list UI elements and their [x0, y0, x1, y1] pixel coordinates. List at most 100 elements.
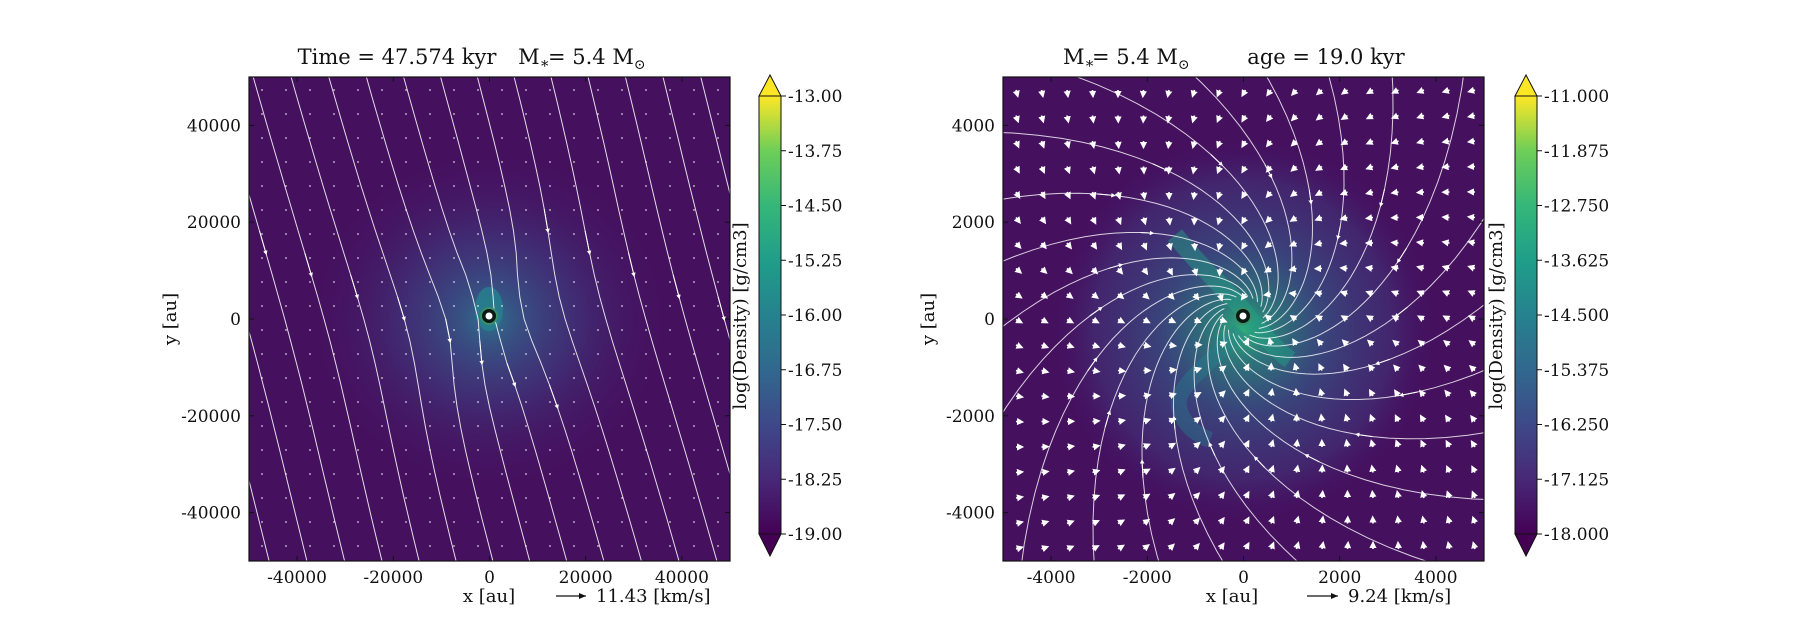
velocity-vector: [1144, 345, 1148, 346]
velocity-vector: [501, 89, 503, 91]
velocity-vector: [1369, 192, 1373, 193]
velocity-vector: [597, 137, 599, 139]
velocity-vector: [357, 473, 359, 475]
velocity-vector: [693, 137, 695, 139]
y-tick-label: 0: [984, 310, 995, 330]
velocity-vector: [693, 377, 695, 379]
velocity-vector: [597, 449, 599, 451]
velocity-vector: [309, 401, 311, 403]
velocity-vector: [1318, 243, 1322, 244]
velocity-vector: [261, 425, 263, 427]
velocity-vector: [285, 305, 287, 307]
velocity-vector: [453, 329, 455, 331]
velocity-vector: [285, 209, 287, 211]
velocity-vector: [549, 113, 551, 115]
velocity-vector: [717, 425, 719, 427]
velocity-vector: [549, 521, 551, 523]
x-tick-label: 40000: [655, 568, 709, 588]
velocity-vector: [693, 521, 695, 523]
velocity-vector: [621, 113, 623, 115]
velocity-vector: [285, 521, 287, 523]
velocity-vector: [405, 233, 407, 235]
velocity-vector: [573, 89, 575, 91]
velocity-vector: [693, 473, 695, 475]
panel-right-xlabel: x [au]: [1206, 586, 1258, 607]
velocity-vector: [333, 401, 335, 403]
velocity-vector: [477, 449, 479, 451]
velocity-vector: [717, 161, 719, 163]
velocity-vector: [597, 185, 599, 187]
velocity-vector: [717, 281, 719, 283]
x-tick-label: 4000: [1414, 568, 1457, 588]
velocity-vector: [525, 401, 527, 403]
velocity-vector: [621, 185, 623, 187]
velocity-vector: [645, 545, 647, 547]
velocity-vector: [525, 329, 527, 331]
velocity-vector: [669, 257, 671, 259]
velocity-vector: [573, 497, 575, 499]
velocity-vector: [621, 233, 623, 235]
velocity-vector: [453, 281, 455, 283]
velocity-vector: [501, 353, 503, 355]
streamline: [0, 77, 117, 561]
velocity-vector: [573, 449, 575, 451]
velocity-vector: [381, 161, 383, 163]
velocity-vector: [597, 305, 599, 307]
velocity-vector: [573, 329, 575, 331]
colorbar-right-ticks: -11.000-11.875-12.750-13.625-14.500-15.3…: [1537, 87, 1609, 545]
velocity-vector: [405, 401, 407, 403]
velocity-vector: [645, 497, 647, 499]
velocity-vector: [261, 329, 263, 331]
velocity-vector: [645, 209, 647, 211]
velocity-vector: [381, 401, 383, 403]
velocity-vector: [429, 473, 431, 475]
velocity-vector: [1118, 421, 1123, 422]
velocity-vector: [669, 401, 671, 403]
velocity-vector: [621, 425, 623, 427]
velocity-vector: [669, 281, 671, 283]
velocity-vector: [405, 329, 407, 331]
velocity-vector: [621, 449, 623, 451]
velocity-vector: [453, 233, 455, 235]
velocity-vector: [1420, 267, 1424, 268]
velocity-vector: [309, 209, 311, 211]
colorbar-right-extend-max: [1515, 75, 1537, 96]
velocity-vector: [261, 401, 263, 403]
velocity-vector: [573, 209, 575, 211]
velocity-vector: [693, 449, 695, 451]
y-tick-label: 40000: [187, 116, 241, 136]
x-tick-label: -2000: [1123, 568, 1172, 588]
velocity-vector: [333, 281, 335, 283]
velocity-vector: [501, 425, 503, 427]
velocity-vector: [1193, 141, 1194, 145]
velocity-vector: [549, 377, 551, 379]
velocity-vector: [645, 185, 647, 187]
velocity-vector: [669, 521, 671, 523]
velocity-vector: [477, 545, 479, 547]
velocity-vector: [477, 281, 479, 283]
velocity-vector: [669, 209, 671, 211]
velocity-vector: [693, 353, 695, 355]
velocity-vector: [669, 377, 671, 379]
velocity-vector: [645, 401, 647, 403]
velocity-vector: [333, 137, 335, 139]
velocity-vector: [261, 377, 263, 379]
velocity-vector: [597, 353, 599, 355]
velocity-vector: [429, 377, 431, 379]
panel-right-title-mstar: M∗: [1063, 45, 1095, 72]
velocity-vector: [573, 233, 575, 235]
velocity-vector: [1445, 116, 1449, 117]
velocity-vector: [525, 137, 527, 139]
velocity-vector: [669, 89, 671, 91]
velocity-vector: [573, 281, 575, 283]
velocity-vector: [357, 209, 359, 211]
velocity-vector: [1042, 472, 1047, 473]
velocity-vector: [621, 401, 623, 403]
panel-right-ylabel: y [au]: [918, 293, 939, 346]
streamline-arrow: [225, 385, 231, 407]
velocity-vector: [669, 305, 671, 307]
velocity-vector: [669, 449, 671, 451]
velocity-vector: [501, 497, 503, 499]
velocity-vector: [645, 161, 647, 163]
velocity-vector: [357, 305, 359, 307]
